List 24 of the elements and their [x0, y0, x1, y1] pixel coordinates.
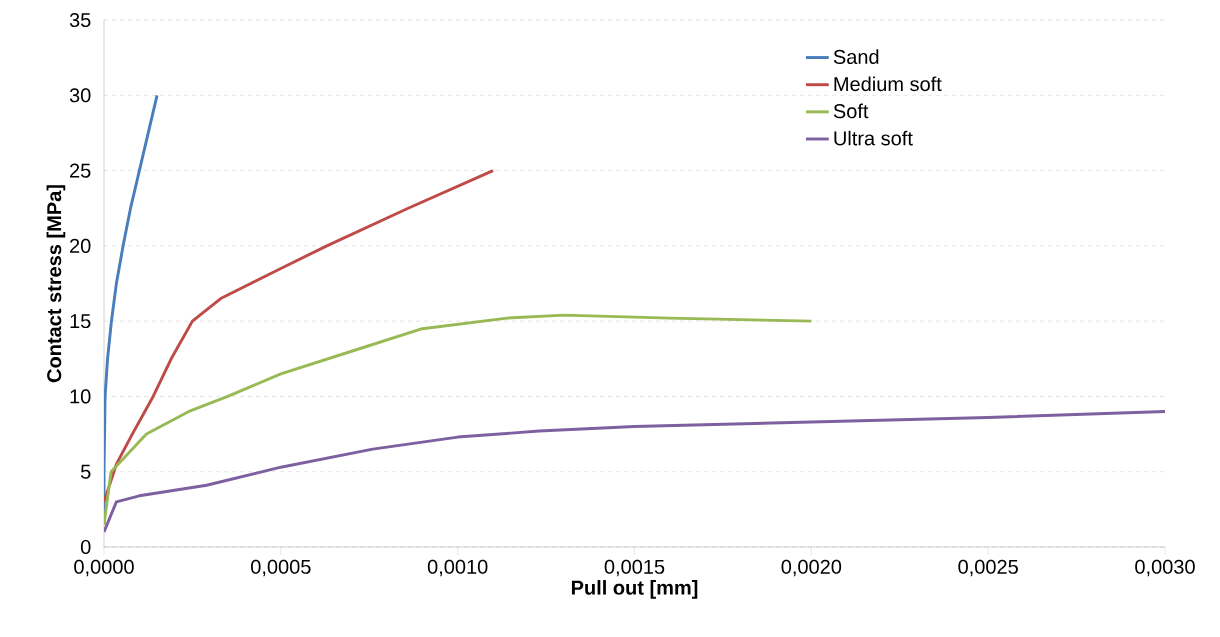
- y-tick-label: 5: [80, 464, 91, 479]
- x-axis-title: Pull out [mm]: [571, 580, 698, 599]
- line-series: [104, 313, 813, 526]
- y-tick-label: 15: [70, 314, 91, 329]
- x-tick-label: 0,0010: [427, 559, 488, 577]
- y-tick-label: 30: [69, 88, 91, 103]
- legend-label: Medium soft: [834, 76, 942, 92]
- y-tick-label: 10: [70, 389, 91, 404]
- x-tick-label: 0,0030: [1135, 559, 1195, 577]
- y-axis-title: Contact stress [MPa]: [46, 185, 66, 383]
- y-tick-label: 35: [69, 12, 91, 28]
- y-tick-label: 25: [70, 163, 91, 178]
- x-tick-label: 0,0020: [781, 559, 842, 577]
- line-series: [104, 410, 1166, 534]
- legend-label: Sand: [833, 49, 879, 64]
- x-tick-label: 0,0005: [251, 559, 311, 577]
- x-tick-label: 0,0025: [958, 559, 1018, 577]
- legend-label: Ultra soft: [834, 130, 913, 146]
- legend-label: Soft: [833, 103, 869, 119]
- y-tick-label: 0: [80, 539, 91, 555]
- x-tick-label: 0,0000: [74, 559, 134, 577]
- y-tick-label: 20: [70, 238, 91, 253]
- x-tick-label: 0,0015: [604, 559, 665, 577]
- line-series: [104, 169, 495, 504]
